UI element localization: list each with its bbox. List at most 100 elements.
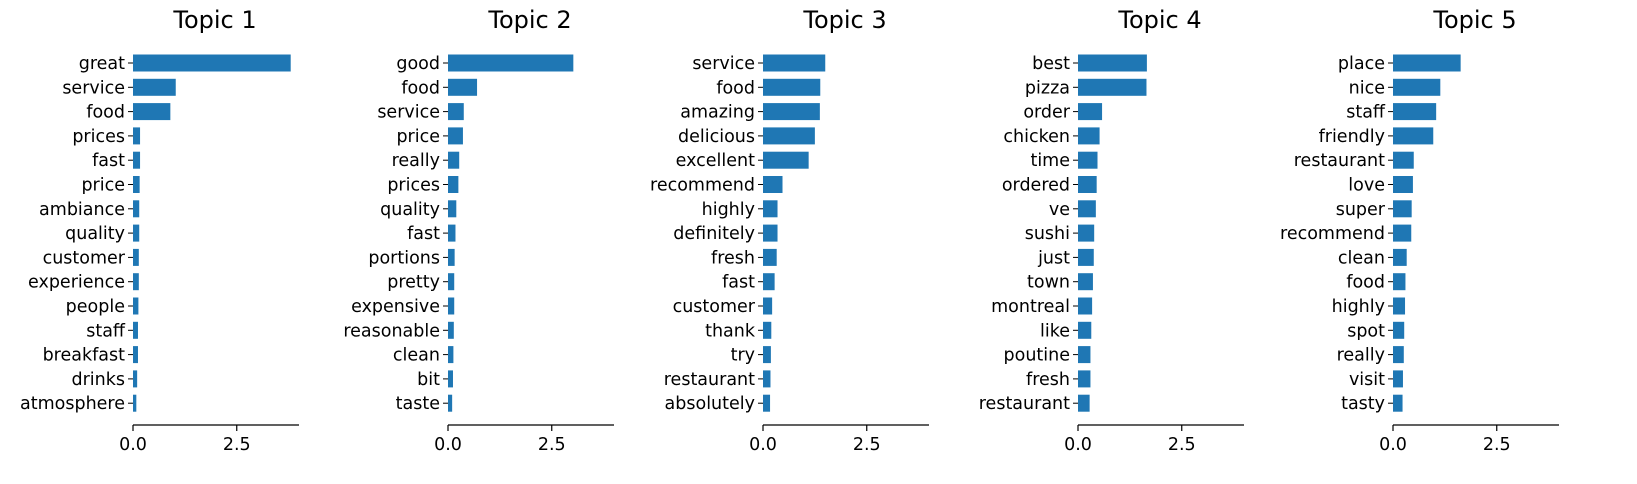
category-label: time	[1030, 151, 1070, 171]
bar	[1393, 297, 1406, 315]
bar	[763, 200, 778, 218]
bar	[763, 54, 826, 72]
chart-title: Topic 1	[172, 6, 256, 34]
chart-title: Topic 3	[802, 6, 886, 34]
category-label: super	[1336, 200, 1386, 220]
category-label: love	[1348, 176, 1385, 196]
bar	[448, 273, 455, 291]
bar	[763, 224, 778, 242]
bar	[1393, 151, 1414, 169]
bar	[1078, 78, 1147, 96]
bar	[448, 248, 455, 266]
x-tick-label: 2.5	[223, 435, 251, 455]
bar	[1393, 321, 1405, 339]
category-label: taste	[396, 394, 440, 414]
category-label: restaurant	[664, 370, 755, 390]
chart-title: Topic 2	[487, 6, 571, 34]
bar	[1393, 248, 1407, 266]
category-label: town	[1027, 273, 1070, 293]
chart-panel-3: Topic 3 service food amazing delicious excell…	[650, 6, 929, 455]
category-label: bit	[417, 370, 440, 390]
category-label: definitely	[673, 224, 755, 244]
bar	[448, 224, 456, 242]
bar	[1393, 127, 1434, 145]
bar	[763, 151, 809, 169]
category-label: thank	[705, 321, 756, 341]
category-label: fresh	[1026, 370, 1070, 390]
bar	[1078, 127, 1100, 145]
chart-title: Topic 4	[1117, 6, 1201, 34]
bar	[1078, 370, 1091, 388]
category-label: staff	[1346, 103, 1386, 123]
bar	[448, 346, 454, 364]
bar	[1393, 370, 1403, 388]
category-label: people	[66, 297, 125, 317]
category-label: recommend	[650, 176, 755, 196]
bar	[1078, 151, 1098, 169]
category-label: excellent	[676, 151, 755, 171]
category-label: like	[1040, 321, 1070, 341]
bar	[1393, 346, 1404, 364]
category-label: price	[81, 176, 125, 196]
category-label: try	[731, 346, 755, 366]
category-label: montreal	[991, 297, 1070, 317]
x-tick-label: 0.0	[1064, 435, 1092, 455]
category-label: ve	[1049, 200, 1070, 220]
category-label: restaurant	[979, 394, 1070, 414]
category-label: ordered	[1002, 176, 1070, 196]
bar	[133, 127, 141, 145]
bar	[763, 297, 773, 315]
category-label: food	[86, 103, 125, 123]
category-label: absolutely	[665, 394, 755, 414]
bar	[1078, 54, 1147, 72]
chart-panel-5: Topic 5 place nice staff friendly restaurant l…	[1280, 6, 1559, 455]
bar	[448, 394, 453, 412]
x-tick-label: 0.0	[434, 435, 462, 455]
bar	[763, 127, 815, 145]
bar	[448, 103, 464, 121]
bar	[1393, 394, 1403, 412]
category-label: drinks	[71, 370, 125, 390]
category-label: best	[1032, 54, 1070, 74]
category-label: really	[392, 151, 440, 171]
category-label: nice	[1349, 78, 1385, 98]
category-label: really	[1337, 346, 1385, 366]
category-label: visit	[1349, 370, 1385, 390]
x-tick-label: 0.0	[1379, 435, 1407, 455]
category-label: food	[401, 78, 440, 98]
category-label: fast	[92, 151, 125, 171]
category-label: quality	[380, 200, 440, 220]
bar	[133, 297, 139, 315]
bar	[133, 394, 137, 412]
category-label: tasty	[1341, 394, 1385, 414]
category-label: fast	[407, 224, 440, 244]
category-label: great	[79, 54, 125, 74]
bar	[133, 321, 138, 339]
category-label: expensive	[351, 297, 440, 317]
bar	[448, 176, 459, 193]
category-label: prices	[72, 127, 125, 147]
bar	[133, 346, 138, 364]
bar	[763, 370, 771, 388]
bar	[133, 248, 139, 266]
category-label: portions	[368, 248, 440, 268]
bar	[763, 248, 777, 266]
category-label: pizza	[1025, 78, 1070, 98]
category-label: recommend	[1280, 224, 1385, 244]
category-label: quality	[65, 224, 125, 244]
category-label: restaurant	[1294, 151, 1385, 171]
category-label: breakfast	[43, 346, 126, 366]
bar	[763, 103, 820, 121]
bar	[448, 200, 457, 218]
category-label: pretty	[387, 273, 440, 293]
category-label: good	[396, 54, 440, 74]
bar	[133, 176, 140, 193]
category-label: spot	[1347, 321, 1385, 341]
bar	[1078, 394, 1090, 412]
bar	[763, 176, 783, 193]
bar	[1078, 273, 1093, 291]
bar	[1393, 200, 1412, 218]
category-label: service	[62, 78, 125, 98]
bar	[763, 346, 771, 364]
